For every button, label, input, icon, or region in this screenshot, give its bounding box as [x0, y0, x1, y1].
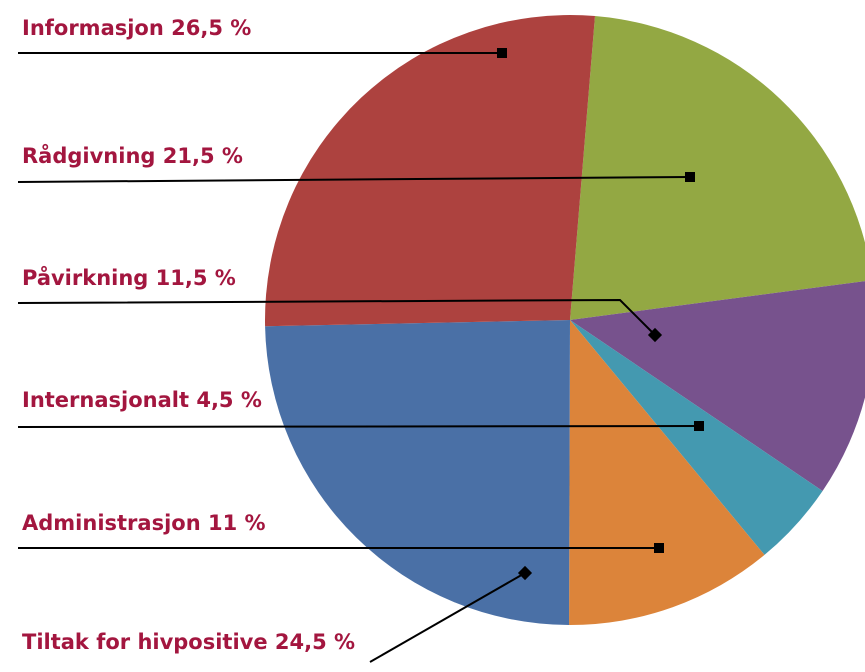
pie [265, 14, 865, 625]
leader-marker [694, 421, 704, 431]
leaders [17, 48, 704, 663]
category-name: Rådgivning [22, 143, 155, 168]
value-label: 11,5 % [156, 266, 236, 290]
leader-line [17, 176, 691, 183]
pie-slice [570, 320, 823, 555]
value-label: 26,5 % [171, 16, 251, 40]
value-label: 21,5 % [163, 144, 243, 168]
leader-marker [654, 543, 664, 553]
leader-marker [497, 48, 507, 58]
leader-line [369, 572, 526, 663]
leader-marker [517, 565, 533, 581]
value-label: 4,5 % [196, 388, 262, 412]
value-label: 24,5 % [275, 630, 355, 654]
pie-slice [570, 16, 865, 320]
leader-marker [647, 327, 663, 343]
slice-label: Rådgivning 21,5 % [22, 143, 243, 168]
pie-slice [570, 281, 865, 491]
category-name: Internasjonalt [22, 388, 189, 412]
leader-line [17, 425, 700, 428]
slice-label: Internasjonalt 4,5 % [22, 388, 262, 412]
category-name: Tiltak for hivpositive [22, 630, 268, 654]
pie-slice [265, 14, 595, 327]
value-label: 11 % [208, 511, 266, 535]
slice-label: Tiltak for hivpositive 24,5 % [22, 630, 355, 654]
slice-label: Informasjon 26,5 % [22, 16, 251, 40]
labels: Informasjon 26,5 % Rådgivning 21,5 % Påvir… [22, 16, 355, 654]
category-name: Informasjon [22, 16, 164, 40]
category-name: Administrasjon [22, 511, 201, 535]
slice-label: Administrasjon 11 % [22, 511, 266, 535]
leader-marker [685, 172, 695, 182]
category-name: Påvirkning [22, 265, 148, 290]
leader-line [17, 298, 656, 336]
slice-label: Påvirkning 11,5 % [22, 265, 236, 290]
